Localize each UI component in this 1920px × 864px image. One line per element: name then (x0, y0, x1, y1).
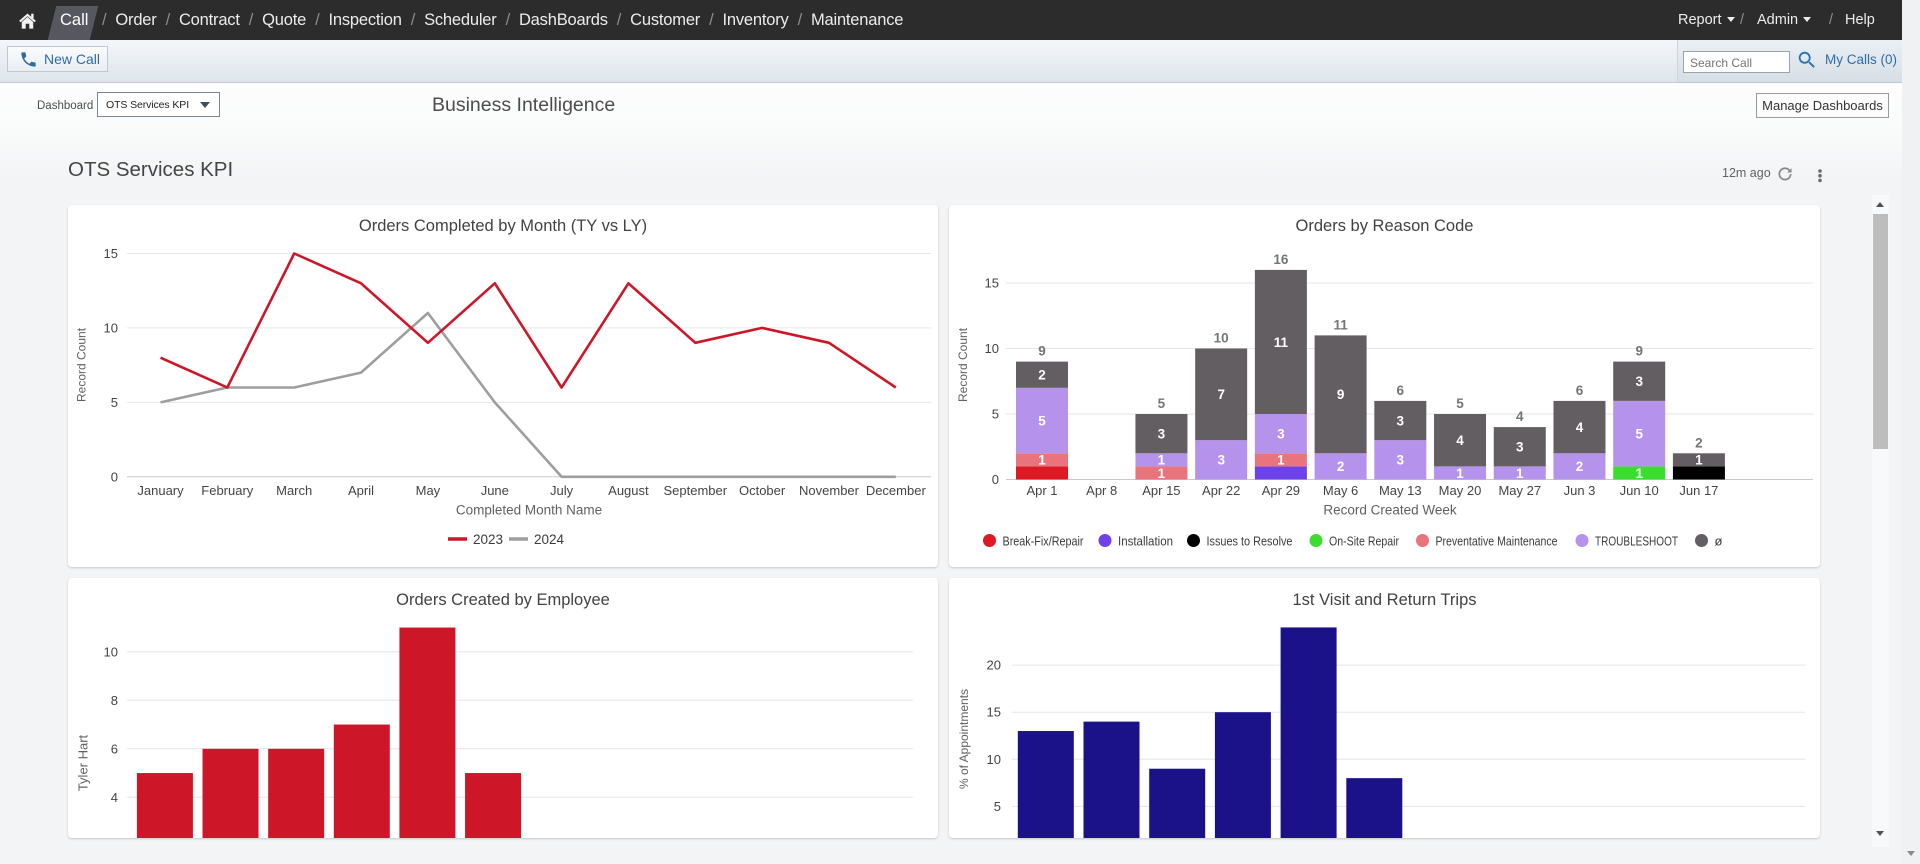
svg-text:July: July (550, 483, 574, 498)
svg-text:10: 10 (104, 320, 118, 335)
svg-text:2: 2 (1576, 459, 1584, 474)
svg-text:August: August (608, 483, 649, 498)
svg-text:6: 6 (111, 741, 118, 756)
svg-text:ø: ø (1715, 533, 1723, 548)
svg-text:4: 4 (1576, 420, 1584, 435)
svg-text:9: 9 (1635, 344, 1643, 359)
svg-text:16: 16 (1273, 252, 1289, 267)
svg-text:Jun 17: Jun 17 (1679, 483, 1718, 498)
svg-text:3: 3 (1397, 413, 1405, 428)
svg-text:May 20: May 20 (1439, 483, 1482, 498)
svg-text:1: 1 (1158, 466, 1166, 481)
svg-text:May 13: May 13 (1379, 483, 1422, 498)
svg-text:2023: 2023 (473, 532, 503, 547)
svg-text:5: 5 (1456, 396, 1464, 411)
svg-text:3: 3 (1217, 453, 1225, 468)
svg-text:5: 5 (1158, 396, 1166, 411)
svg-text:6: 6 (1576, 383, 1584, 398)
svg-text:Preventative Maintenance: Preventative Maintenance (1436, 533, 1558, 548)
svg-text:Orders by Reason Code: Orders by Reason Code (1296, 217, 1474, 235)
svg-text:2: 2 (1695, 435, 1703, 450)
svg-text:6: 6 (1397, 383, 1405, 398)
svg-text:5: 5 (111, 395, 118, 410)
svg-text:Orders Completed by Month (TY: Orders Completed by Month (TY vs LY) (359, 217, 647, 235)
svg-text:December: December (866, 483, 927, 498)
svg-text:Apr 29: Apr 29 (1262, 483, 1300, 498)
svg-text:2024: 2024 (534, 532, 565, 547)
svg-text:On-Site Repair: On-Site Repair (1329, 533, 1400, 548)
svg-text:May 6: May 6 (1323, 483, 1358, 498)
svg-text:November: November (799, 483, 860, 498)
svg-text:0: 0 (992, 472, 999, 487)
svg-text:4: 4 (1456, 433, 1464, 448)
svg-text:10: 10 (985, 341, 999, 356)
svg-text:2: 2 (1038, 368, 1046, 383)
svg-text:5: 5 (992, 407, 999, 422)
svg-text:1: 1 (1038, 453, 1046, 468)
svg-text:20: 20 (987, 658, 1001, 673)
svg-text:February: February (201, 483, 254, 498)
svg-text:11: 11 (1274, 335, 1289, 350)
svg-text:October: October (739, 483, 786, 498)
svg-text:9: 9 (1337, 387, 1345, 402)
svg-text:9: 9 (1038, 344, 1046, 359)
svg-text:1: 1 (1695, 453, 1703, 468)
svg-text:January: January (137, 483, 184, 498)
svg-text:2: 2 (1337, 459, 1345, 474)
svg-text:Tyler Hart: Tyler Hart (76, 734, 91, 791)
svg-text:10: 10 (1214, 331, 1229, 346)
svg-text:Apr 1: Apr 1 (1026, 483, 1057, 498)
svg-text:4: 4 (1516, 409, 1524, 424)
svg-text:1st Visit and Return Trips: 1st Visit and Return Trips (1292, 591, 1476, 609)
svg-text:March: March (276, 483, 312, 498)
svg-text:11: 11 (1333, 317, 1348, 332)
svg-text:Jun 10: Jun 10 (1620, 483, 1659, 498)
svg-text:1: 1 (1277, 453, 1285, 468)
svg-text:3: 3 (1158, 427, 1166, 442)
svg-text:15: 15 (985, 276, 999, 291)
svg-text:0: 0 (111, 469, 118, 484)
svg-text:Break-Fix/Repair: Break-Fix/Repair (1003, 533, 1085, 548)
svg-text:Issues to Resolve: Issues to Resolve (1207, 533, 1293, 548)
svg-text:Jun 3: Jun 3 (1564, 483, 1596, 498)
svg-text:3: 3 (1277, 427, 1285, 442)
svg-text:TROUBLESHOOT: TROUBLESHOOT (1595, 533, 1678, 548)
svg-text:% of Appointments: % of Appointments (957, 689, 971, 789)
svg-text:5: 5 (1635, 427, 1643, 442)
svg-text:1: 1 (1635, 466, 1643, 481)
svg-text:10: 10 (987, 752, 1001, 767)
svg-text:15: 15 (104, 246, 118, 261)
svg-text:September: September (664, 483, 728, 498)
svg-text:Record Created Week: Record Created Week (1323, 503, 1457, 518)
svg-text:4: 4 (111, 790, 118, 805)
svg-text:Completed Month Name: Completed Month Name (456, 503, 602, 518)
svg-text:May 27: May 27 (1498, 483, 1541, 498)
svg-text:Apr 22: Apr 22 (1202, 483, 1240, 498)
svg-text:April: April (348, 483, 374, 498)
svg-text:Record Count: Record Count (956, 327, 970, 402)
svg-text:Apr 15: Apr 15 (1142, 483, 1180, 498)
svg-text:3: 3 (1516, 440, 1524, 455)
svg-text:May: May (416, 483, 441, 498)
svg-text:Apr 8: Apr 8 (1086, 483, 1117, 498)
svg-text:1: 1 (1456, 466, 1464, 481)
svg-text:8: 8 (111, 693, 118, 708)
svg-text:Installation: Installation (1118, 533, 1173, 548)
svg-text:5: 5 (1038, 413, 1046, 428)
svg-text:1: 1 (1158, 453, 1166, 468)
svg-text:5: 5 (994, 799, 1001, 814)
svg-text:1: 1 (1516, 466, 1524, 481)
svg-text:3: 3 (1635, 374, 1643, 389)
svg-text:10: 10 (104, 644, 118, 659)
svg-text:15: 15 (987, 705, 1001, 720)
svg-text:June: June (481, 483, 509, 498)
svg-text:Record Count: Record Count (75, 327, 89, 402)
svg-text:7: 7 (1217, 387, 1225, 402)
svg-text:Orders Created by Employee: Orders Created by Employee (396, 591, 610, 609)
svg-text:3: 3 (1397, 453, 1405, 468)
